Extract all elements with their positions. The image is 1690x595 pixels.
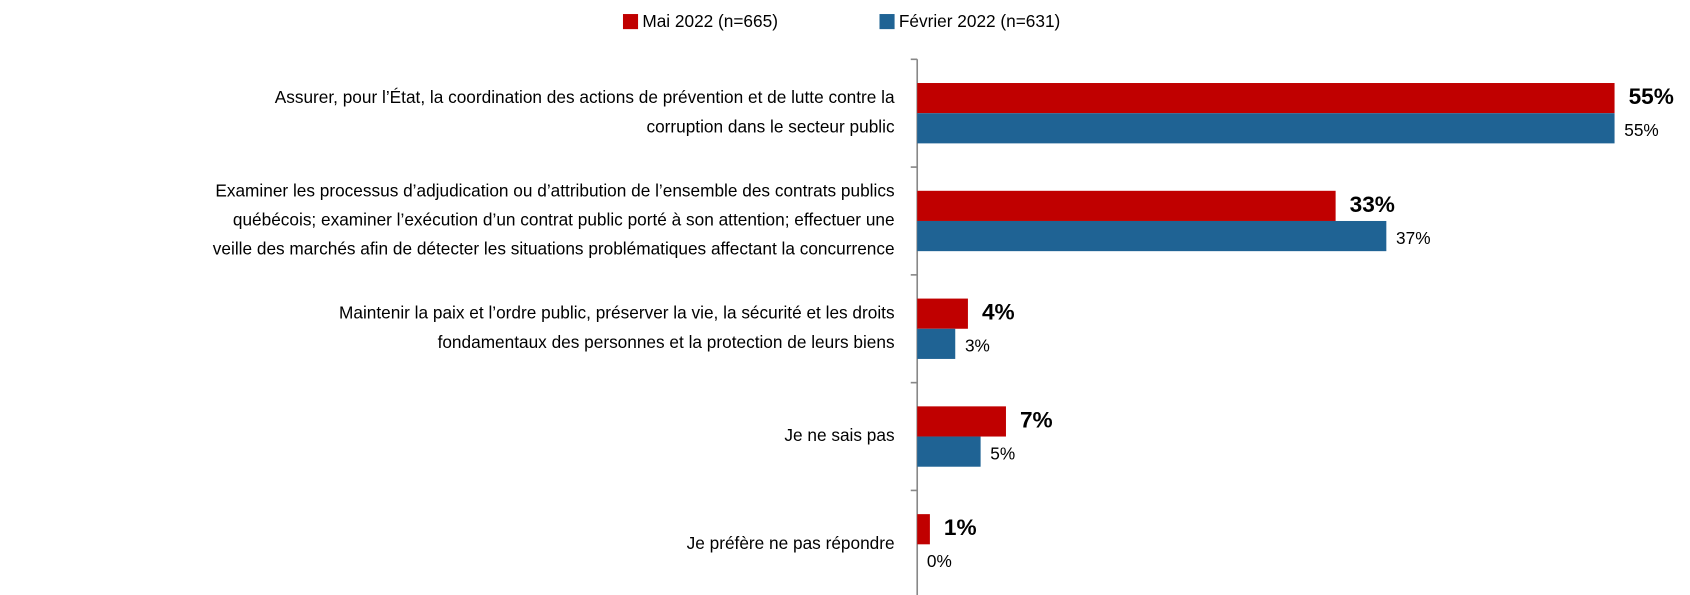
bar	[917, 436, 981, 467]
value-label-bold: 4%	[982, 300, 1015, 325]
value-label: 0%	[927, 551, 952, 571]
bar	[917, 113, 1615, 144]
category-label: veille des marchés afin de détecter les …	[213, 239, 895, 259]
bar	[917, 298, 968, 329]
legend-label: Mai 2022 (n=665)	[642, 11, 778, 31]
value-label: 37%	[1396, 228, 1431, 248]
value-label-bold: 33%	[1350, 192, 1395, 217]
bar	[917, 190, 1336, 221]
category-label: Je préfère ne pas répondre	[687, 533, 895, 553]
bar	[917, 406, 1006, 437]
legend-swatch	[879, 14, 895, 30]
legend-swatch	[622, 14, 639, 30]
category-label: Examiner les processus d’adjudication ou…	[215, 180, 894, 200]
value-label-bold: 7%	[1020, 407, 1053, 432]
category-label: québécois; examiner l’exécution d’un con…	[233, 210, 895, 230]
category-label: Maintenir la paix et l’ordre public, pré…	[339, 303, 895, 323]
bar	[917, 220, 1387, 252]
category-label: Assurer, pour l’État, la coordination de…	[275, 87, 895, 107]
value-label-bold: 1%	[944, 515, 977, 540]
category-label: fondamentaux des personnes et la protect…	[438, 332, 895, 352]
value-label: 55%	[1624, 120, 1659, 140]
value-label: 3%	[965, 336, 990, 356]
bar	[917, 514, 930, 545]
bar	[917, 328, 956, 359]
value-label-bold: 55%	[1629, 84, 1674, 109]
value-label: 5%	[990, 443, 1015, 463]
legend-label: Février 2022 (n=631)	[899, 11, 1060, 31]
bar	[917, 83, 1615, 114]
category-label: Je ne sais pas	[784, 425, 894, 445]
category-label: corruption dans le secteur public	[646, 116, 895, 136]
